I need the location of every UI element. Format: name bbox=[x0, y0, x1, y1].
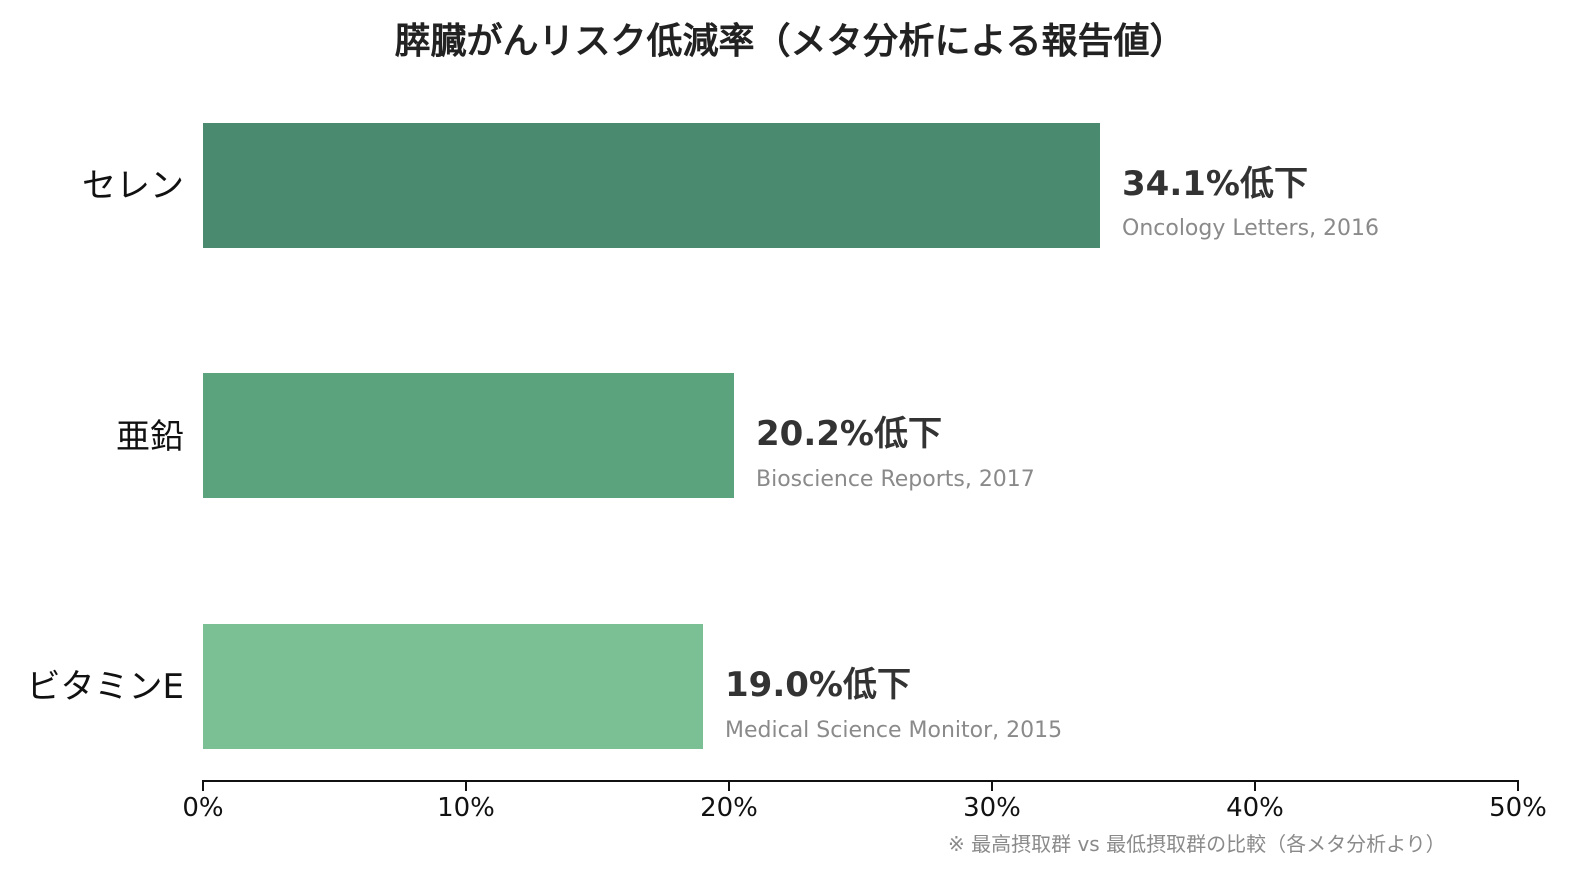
value-label: 20.2%低下 bbox=[756, 414, 942, 454]
x-tick-label: 30% bbox=[963, 793, 1021, 823]
x-axis-tick bbox=[728, 780, 730, 791]
x-axis-tick bbox=[202, 780, 204, 791]
footnote: ※ 最高摂取群 vs 最低摂取群の比較（各メタ分析より） bbox=[948, 832, 1446, 856]
x-axis-line bbox=[203, 780, 1519, 782]
x-axis-tick bbox=[991, 780, 993, 791]
category-label: セレン bbox=[82, 166, 184, 206]
category-label: ビタミンE bbox=[26, 667, 184, 707]
chart-title: 膵臓がんリスク低減率（メタ分析による報告値） bbox=[394, 21, 1186, 62]
source-label: Bioscience Reports, 2017 bbox=[756, 467, 1035, 492]
x-axis-tick bbox=[1254, 780, 1256, 791]
bar-vitamin-e bbox=[203, 624, 703, 749]
x-tick-label: 20% bbox=[700, 793, 758, 823]
x-tick-label: 10% bbox=[437, 793, 495, 823]
x-axis-tick bbox=[465, 780, 467, 791]
x-axis-tick bbox=[1517, 780, 1519, 791]
value-label: 19.0%低下 bbox=[725, 665, 911, 705]
x-tick-label: 50% bbox=[1489, 793, 1547, 823]
x-tick-label: 0% bbox=[182, 793, 224, 823]
source-label: Medical Science Monitor, 2015 bbox=[725, 718, 1063, 743]
value-label: 34.1%低下 bbox=[1122, 164, 1308, 204]
bar-zinc bbox=[203, 373, 734, 498]
bar-selenium bbox=[203, 123, 1100, 248]
source-label: Oncology Letters, 2016 bbox=[1122, 216, 1380, 241]
x-tick-label: 40% bbox=[1226, 793, 1284, 823]
category-label: 亜鉛 bbox=[116, 417, 184, 457]
